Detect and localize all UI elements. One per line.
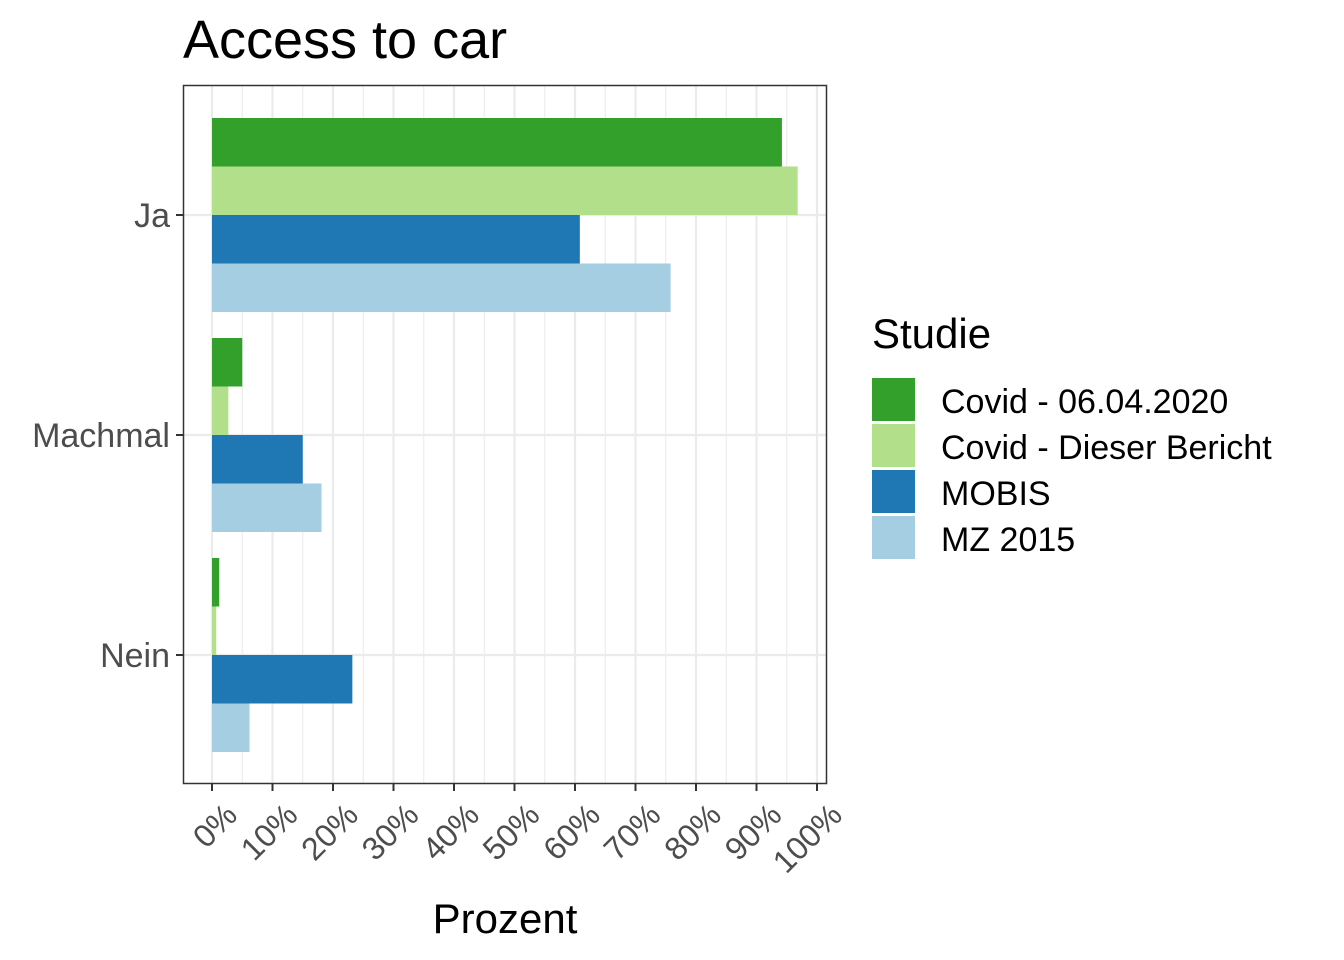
legend-label-4: MZ 2015 [941, 521, 1075, 559]
x-tick-label: 50% [476, 796, 547, 867]
bar-machmal-series-1 [212, 338, 243, 387]
legend-label-1: Covid - 06.04.2020 [941, 383, 1228, 421]
x-tick-label: 40% [415, 796, 486, 867]
legend: Studie Covid - 06.04.2020 Covid - Dieser … [872, 310, 1272, 559]
bar-ja-series-4 [212, 263, 671, 312]
legend-label-3: MOBIS [941, 475, 1051, 513]
bar-ja-series-2 [212, 166, 798, 215]
y-tick-label: Nein [100, 637, 170, 675]
legend-key-2 [872, 424, 915, 467]
bar-nein-series-4 [212, 703, 250, 752]
bar-nein-series-3 [212, 655, 353, 704]
y-tick-label: Ja [134, 197, 170, 235]
bar-nein-series-2 [212, 606, 217, 655]
bars [212, 118, 798, 752]
x-tick-label: 20% [294, 796, 365, 867]
bar-machmal-series-4 [212, 483, 322, 532]
x-tick-label: 100% [766, 796, 849, 879]
plot-panel-border [182, 84, 828, 785]
bar-ja-series-1 [212, 118, 782, 167]
legend-key-4 [872, 516, 915, 559]
x-tick-label: 0% [186, 796, 244, 854]
x-tick-label: 70% [597, 796, 668, 867]
legend-key-1 [872, 378, 915, 421]
x-tick-label: 30% [355, 796, 426, 867]
legend-title: Studie [872, 310, 991, 357]
x-axis: 0%10%20%30%40%50%60%70%80%90%100% [186, 784, 849, 880]
bar-machmal-series-3 [212, 435, 303, 484]
y-axis: Ja Machmal Nein [32, 197, 183, 675]
x-tick-label: 60% [536, 796, 607, 867]
y-tick-label: Machmal [32, 417, 170, 455]
bar-machmal-series-2 [212, 386, 229, 435]
legend-label-2: Covid - Dieser Bericht [941, 429, 1272, 467]
bar-nein-series-1 [212, 558, 220, 607]
bar-ja-series-3 [212, 215, 580, 264]
legend-key-3 [872, 470, 915, 513]
x-tick-label: 10% [234, 796, 305, 867]
x-tick-label: 80% [657, 796, 728, 867]
chart-title: Access to car [183, 10, 507, 70]
x-axis-title: Prozent [433, 895, 578, 942]
